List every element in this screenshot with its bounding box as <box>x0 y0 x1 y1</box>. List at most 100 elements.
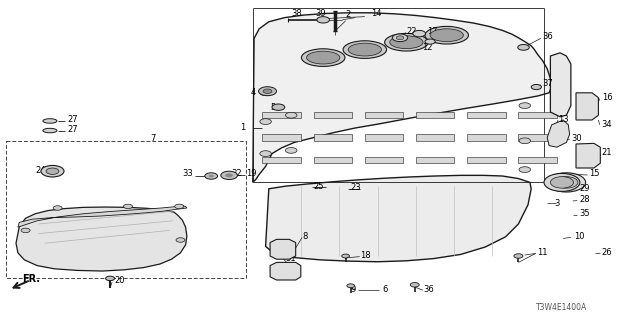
Circle shape <box>555 177 578 188</box>
Circle shape <box>519 167 531 172</box>
Circle shape <box>263 89 272 93</box>
Text: 36: 36 <box>424 285 435 294</box>
Bar <box>467 157 506 163</box>
Circle shape <box>53 206 62 210</box>
Ellipse shape <box>43 128 57 133</box>
Circle shape <box>260 151 271 156</box>
Circle shape <box>175 204 184 209</box>
Circle shape <box>347 284 355 288</box>
Bar <box>314 157 352 163</box>
Bar <box>518 112 557 118</box>
Circle shape <box>41 165 64 177</box>
Polygon shape <box>253 13 552 182</box>
Bar <box>314 112 352 118</box>
Circle shape <box>124 204 132 209</box>
Text: 29: 29 <box>579 184 589 193</box>
Bar <box>314 134 352 141</box>
Text: 27: 27 <box>67 116 78 124</box>
Text: 13: 13 <box>558 115 569 124</box>
Circle shape <box>544 173 580 191</box>
Text: 11: 11 <box>537 248 547 257</box>
Circle shape <box>392 34 408 42</box>
Circle shape <box>396 36 404 40</box>
Ellipse shape <box>385 33 428 51</box>
Ellipse shape <box>301 49 345 67</box>
Bar <box>416 112 454 118</box>
Circle shape <box>176 238 185 242</box>
Polygon shape <box>16 207 187 271</box>
Text: 35: 35 <box>579 209 590 218</box>
Text: 39: 39 <box>316 9 326 18</box>
Circle shape <box>518 44 529 50</box>
Text: 6: 6 <box>382 285 387 294</box>
Ellipse shape <box>307 51 340 64</box>
Bar <box>365 134 403 141</box>
Text: 30: 30 <box>572 134 582 143</box>
Circle shape <box>46 168 59 174</box>
Ellipse shape <box>43 119 57 123</box>
Text: 33: 33 <box>182 169 193 178</box>
Bar <box>6 141 246 278</box>
Circle shape <box>209 175 214 177</box>
Text: 18: 18 <box>360 251 371 260</box>
Bar <box>416 157 454 163</box>
Circle shape <box>221 171 237 180</box>
Text: 22: 22 <box>406 27 417 36</box>
Text: 32: 32 <box>232 169 243 178</box>
Text: 2: 2 <box>346 10 351 19</box>
Circle shape <box>225 173 233 177</box>
Text: 20: 20 <box>114 276 124 285</box>
Polygon shape <box>576 143 600 168</box>
Text: 4: 4 <box>251 88 256 97</box>
Circle shape <box>285 112 297 118</box>
Circle shape <box>260 119 271 124</box>
Text: 16: 16 <box>602 93 612 102</box>
Circle shape <box>205 173 218 179</box>
Circle shape <box>410 283 419 287</box>
Text: 38: 38 <box>291 9 302 18</box>
Circle shape <box>519 103 531 108</box>
Ellipse shape <box>348 43 381 56</box>
Text: 23: 23 <box>350 183 361 192</box>
Text: 19: 19 <box>246 169 256 178</box>
Text: 14: 14 <box>371 9 381 18</box>
Circle shape <box>342 254 349 258</box>
Circle shape <box>285 148 297 153</box>
Text: 31: 31 <box>285 254 296 263</box>
Circle shape <box>259 87 276 96</box>
Text: 12: 12 <box>422 43 433 52</box>
Ellipse shape <box>390 36 423 49</box>
Polygon shape <box>550 53 571 117</box>
Text: 25: 25 <box>314 182 324 191</box>
Circle shape <box>321 19 326 21</box>
Polygon shape <box>270 262 301 280</box>
Text: 34: 34 <box>602 120 612 129</box>
Text: 9: 9 <box>351 285 356 294</box>
Text: T3W4E1400A: T3W4E1400A <box>536 303 588 312</box>
Circle shape <box>413 30 426 37</box>
Bar <box>262 112 301 118</box>
Text: 27: 27 <box>67 125 78 134</box>
Circle shape <box>531 84 541 90</box>
Text: FR.: FR. <box>22 274 40 284</box>
Text: 37: 37 <box>543 79 554 88</box>
Text: 5: 5 <box>270 103 275 112</box>
Circle shape <box>550 177 573 188</box>
Bar <box>365 112 403 118</box>
Text: 3: 3 <box>554 199 559 208</box>
Polygon shape <box>576 93 598 120</box>
Bar <box>262 157 301 163</box>
Bar <box>262 134 301 141</box>
Text: 7: 7 <box>150 134 156 143</box>
Ellipse shape <box>343 41 387 59</box>
Circle shape <box>317 17 330 23</box>
Text: 36: 36 <box>543 32 554 41</box>
Text: 1: 1 <box>240 124 245 132</box>
Polygon shape <box>18 206 187 227</box>
Text: 21: 21 <box>602 148 612 157</box>
Circle shape <box>272 104 285 110</box>
Ellipse shape <box>425 26 468 44</box>
Ellipse shape <box>430 29 463 42</box>
Bar <box>416 134 454 141</box>
Polygon shape <box>547 120 570 147</box>
